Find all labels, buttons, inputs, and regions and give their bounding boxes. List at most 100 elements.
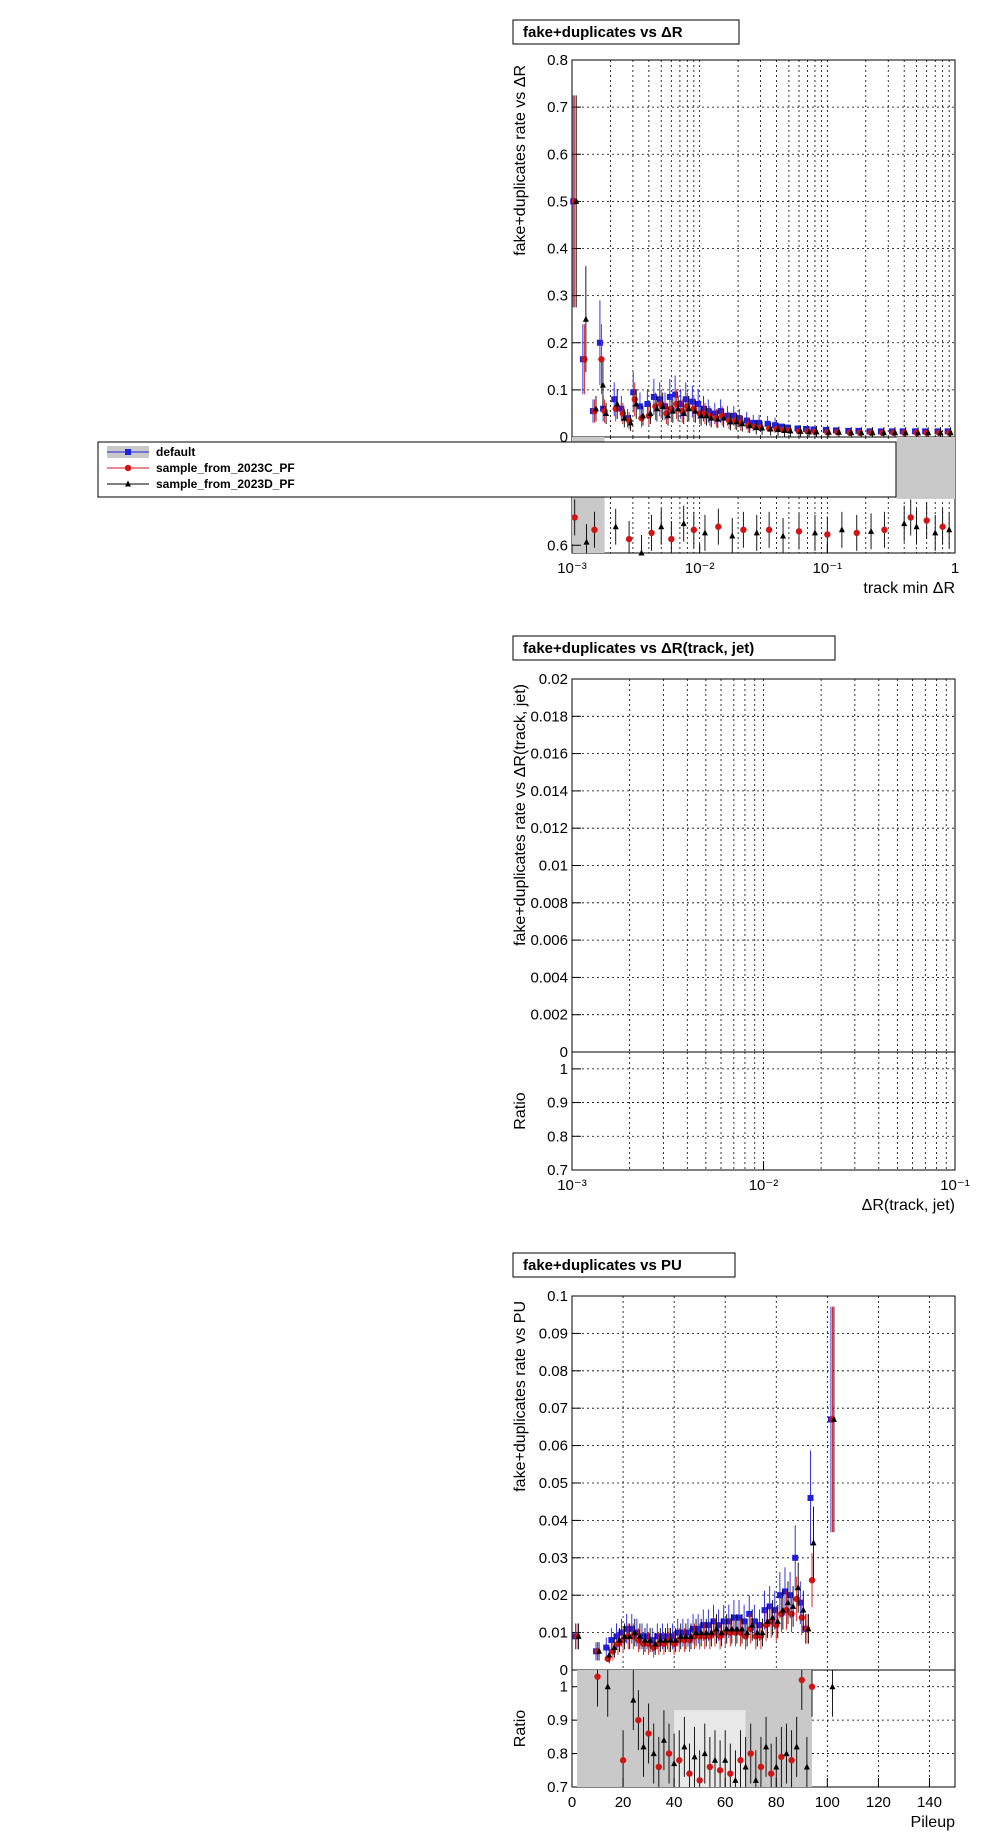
ratio-point [701, 1750, 708, 1757]
point-triangle [582, 315, 589, 322]
point-square [638, 1633, 645, 1640]
x-tick-label: 100 [815, 1794, 840, 1811]
point-triangle [779, 1606, 786, 1613]
point-triangle [728, 1625, 735, 1632]
point-square [741, 1618, 748, 1625]
point-square [720, 1618, 727, 1625]
point-triangle [627, 419, 634, 426]
point-triangle [720, 414, 727, 421]
point-triangle [596, 1647, 603, 1654]
point-circle [673, 400, 680, 408]
point-square [750, 419, 757, 426]
point-square [596, 339, 603, 346]
y-tick-label: 0.018 [530, 708, 568, 725]
ratio-point [853, 529, 860, 537]
point-triangle [575, 1632, 582, 1639]
point-triangle [848, 429, 855, 436]
point-square [761, 1607, 768, 1614]
point-square [715, 1622, 722, 1629]
point-triangle [800, 1606, 807, 1613]
point-triangle [659, 402, 666, 409]
point-triangle [599, 381, 606, 388]
x-tick-label: 10⁻¹ [813, 560, 843, 577]
y-tick-label: 0.002 [530, 1007, 568, 1024]
ratio-axis-label: Ratio [512, 1092, 529, 1129]
point-square [700, 405, 707, 412]
point-triangle [749, 1621, 756, 1628]
point-square [781, 1588, 788, 1595]
point-triangle [727, 418, 734, 425]
point-triangle [677, 1632, 684, 1639]
ratio-point [811, 529, 818, 536]
point-triangle [754, 1629, 761, 1636]
y-tick-label: 0.02 [539, 1587, 568, 1604]
point-square [746, 1610, 753, 1617]
point-square [659, 1633, 666, 1640]
point-square [717, 408, 724, 415]
x-tick-label: 60 [717, 1794, 734, 1811]
point-triangle [592, 405, 599, 412]
point-triangle [708, 414, 715, 421]
x-tick-label: 120 [866, 1794, 891, 1811]
point-triangle [739, 420, 746, 427]
point-square [662, 403, 669, 410]
ratio-point [645, 1730, 652, 1737]
ratio-point [753, 529, 760, 536]
y-tick-label: 0.4 [547, 241, 568, 258]
point-triangle [631, 1629, 638, 1636]
point-square [623, 1625, 630, 1632]
point-triangle [703, 412, 710, 419]
point-triangle [621, 414, 628, 421]
ratio-point [747, 1750, 754, 1757]
ratio-point [691, 1753, 698, 1760]
point-square [636, 403, 643, 410]
point-triangle [810, 1539, 817, 1546]
point-square [695, 1625, 702, 1632]
point-square [771, 1607, 778, 1614]
ratio-point [583, 538, 590, 545]
ratio-point [571, 514, 578, 521]
ratio-point [913, 523, 920, 530]
point-triangle [675, 405, 682, 412]
point-triangle [784, 1599, 791, 1606]
point-circle [598, 356, 605, 363]
ratio-point [932, 529, 939, 536]
y-tick-label: 0 [560, 429, 568, 446]
y-tick-label: 0.7 [547, 99, 568, 116]
point-triangle [790, 1602, 797, 1609]
point-square [644, 1633, 651, 1640]
ratio-point [729, 532, 736, 539]
ratio-point [824, 531, 831, 538]
point-square [743, 417, 750, 424]
point-triangle [703, 1629, 710, 1636]
ratio-point [612, 523, 619, 530]
y-axis-title: fake+duplicates rate vs ΔR(track, jet) [512, 684, 529, 946]
point-square [664, 1633, 671, 1640]
ratio-point [690, 526, 698, 533]
point-square [776, 1592, 783, 1599]
point-triangle [621, 1632, 628, 1639]
ratio-point [594, 1673, 601, 1680]
ratio-point [778, 1753, 785, 1761]
ratio-point [619, 1757, 627, 1764]
point-square [618, 1629, 625, 1636]
ratio-point [727, 1770, 734, 1777]
panel-delta-r-track-jet: fake+duplicates vs ΔR(track, jet) 0 0.002 0… [512, 635, 970, 1214]
x-tick-label: 40 [666, 1794, 683, 1811]
point-triangle [806, 428, 813, 435]
point-triangle [616, 1636, 623, 1643]
point-square [778, 423, 785, 430]
point-triangle [858, 429, 865, 436]
ratio-point [591, 526, 598, 533]
legend-marker-square [125, 449, 131, 455]
point-triangle [611, 1644, 618, 1651]
point-triangle [647, 1636, 654, 1643]
ratio-point [780, 532, 787, 539]
ratio-point [763, 1743, 770, 1750]
point-triangle [733, 1625, 740, 1632]
ratio-point [711, 1756, 718, 1763]
ratio-point [788, 1757, 795, 1764]
point-triangle [633, 400, 640, 407]
y-tick-label: 0.05 [539, 1475, 568, 1492]
